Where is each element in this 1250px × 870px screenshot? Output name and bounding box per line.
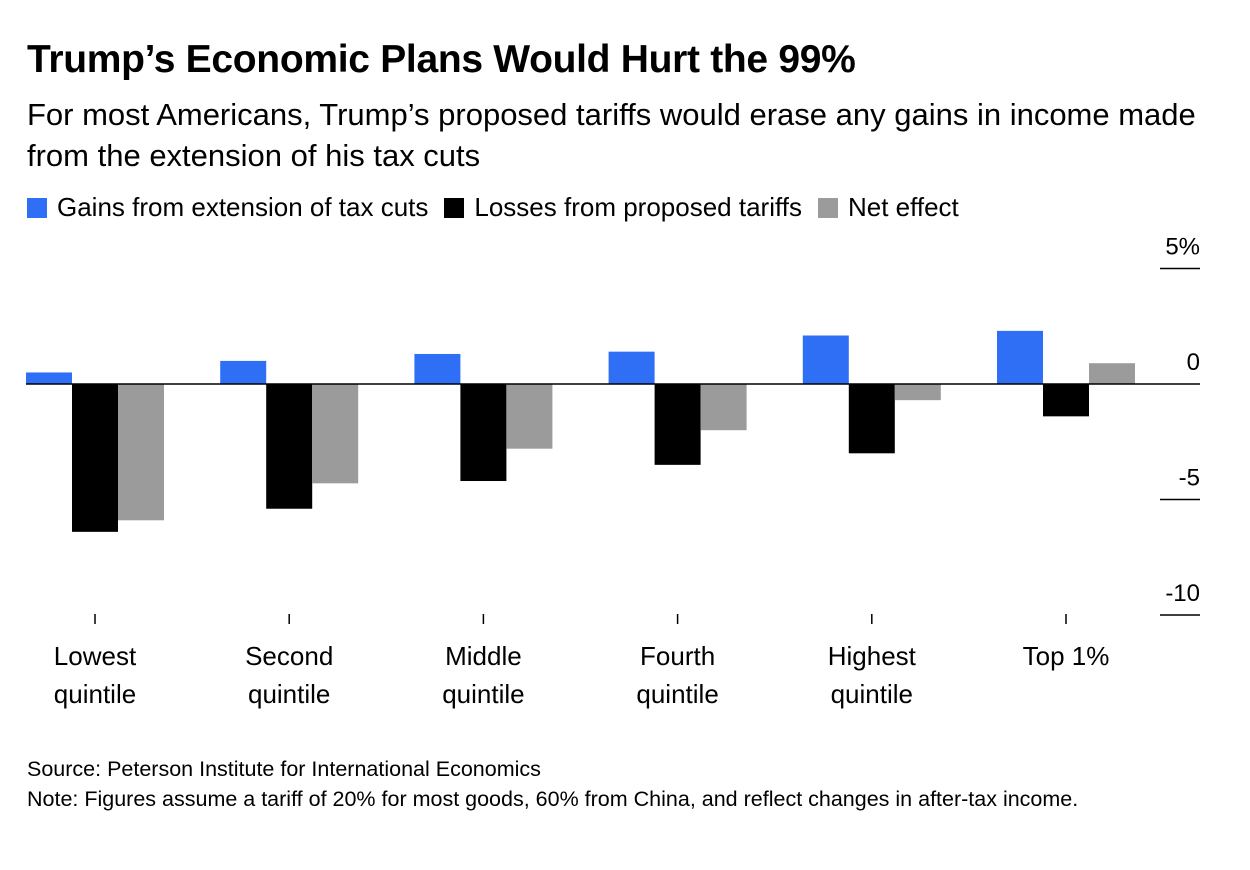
- legend-item-net: Net effect: [817, 192, 959, 223]
- bar-s0-c5: [997, 330, 1043, 384]
- x-tick-label-1: Second quintile: [245, 641, 333, 709]
- bar-s1-c1: [266, 384, 313, 509]
- x-tick-label-5: Top 1%: [1023, 641, 1110, 671]
- legend-label-losses: Losses from proposed tariffs: [474, 192, 802, 222]
- legend-swatch-net: [817, 197, 838, 218]
- x-tick-label-2: Middle quintile: [442, 641, 524, 709]
- legend-item-losses: Losses from proposed tariffs: [444, 192, 802, 223]
- bar-s2-c0: [118, 384, 164, 521]
- bar-s0-c2: [414, 353, 461, 384]
- x-tick-label-0: Lowest quintile: [54, 641, 137, 709]
- bar-s2-c2: [506, 384, 553, 449]
- chart-title: Trump’s Economic Plans Would Hurt the 99…: [27, 38, 856, 81]
- y-tick-label-0: 5%: [1165, 234, 1200, 261]
- bar-s1-c3: [654, 384, 701, 465]
- bar-s1-c2: [460, 384, 507, 482]
- bar-s0-c0: [26, 372, 72, 384]
- y-tick-label-1: 0: [1187, 349, 1200, 376]
- legend-item-gains: Gains from extension of tax cuts: [27, 192, 428, 223]
- bar-s1-c4: [848, 384, 895, 454]
- footer: Source: Peterson Institute for Internati…: [27, 754, 1222, 814]
- legend: Gains from extension of tax cuts Losses …: [27, 192, 975, 223]
- bar-s0-c4: [802, 335, 849, 384]
- methodology-note: Note: Figures assume a tariff of 20% for…: [27, 787, 1079, 811]
- x-tick-label-3: Fourth quintile: [636, 641, 718, 709]
- legend-swatch-losses: [444, 197, 465, 218]
- y-tick-label-3: -10: [1165, 580, 1200, 607]
- bar-s2-c1: [312, 384, 359, 484]
- bar-s2-c3: [700, 384, 747, 431]
- bar-s0-c1: [220, 360, 267, 384]
- bar-s1-c5: [1043, 384, 1089, 417]
- bar-s2-c4: [894, 384, 941, 401]
- legend-swatch-gains: [27, 197, 47, 218]
- y-tick-label-2: -5: [1179, 465, 1200, 492]
- bar-s2-c5: [1089, 363, 1135, 384]
- legend-label-gains: Gains from extension of tax cuts: [57, 192, 429, 222]
- x-tick-label-4: Highest quintile: [828, 641, 917, 709]
- legend-label-net: Net effect: [847, 192, 959, 222]
- bar-s1-c0: [72, 384, 118, 532]
- chart-subtitle: For most Americans, Trump’s proposed tar…: [27, 97, 1196, 173]
- source-note: Source: Peterson Institute for Internati…: [27, 757, 541, 781]
- bar-s0-c3: [608, 351, 655, 384]
